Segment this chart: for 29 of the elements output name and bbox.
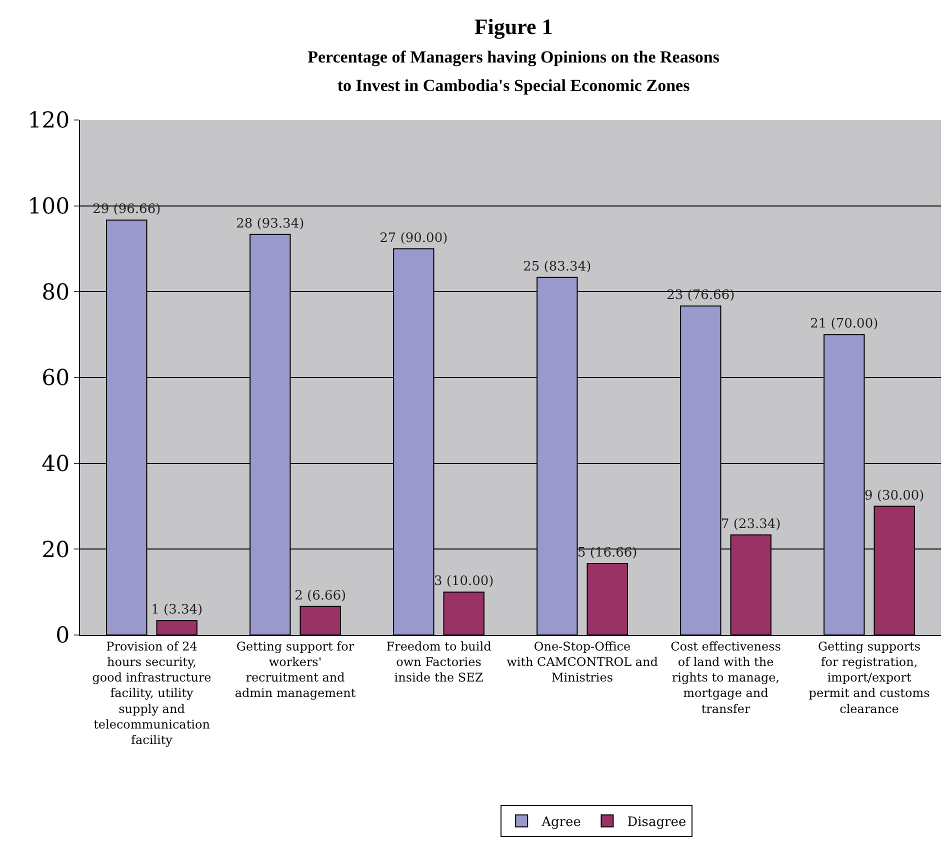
y-tick-label: 40	[42, 452, 70, 478]
data-label: 21 (70.00)	[810, 316, 878, 332]
data-label: 29 (96.66)	[92, 202, 161, 218]
data-label: 7 (23.34)	[720, 516, 781, 532]
chart-title: Figure 1	[474, 14, 553, 39]
y-tick-label: 0	[56, 624, 70, 649]
legend-label: Disagree	[627, 814, 686, 830]
data-label: 23 (76.66)	[666, 288, 735, 303]
x-tick-label: Getting support for workers' recruitment and admin management	[234, 639, 356, 700]
data-label: 5 (16.66)	[577, 546, 638, 560]
y-tick-label: 100	[28, 194, 70, 220]
x-tick-label: Cost effectiveness of land with the rights to manage, mortgage and transfer	[670, 639, 781, 716]
x-tick-label: Getting supports for registration, import/export permit and customs clearance	[808, 639, 930, 716]
data-label: 2 (6.66)	[294, 588, 346, 604]
x-tick-label: Provision of 24 hours security, good infrastructure facility, utility supply and telecommunication facility	[92, 639, 212, 747]
data-label: 3 (10.00)	[434, 574, 494, 590]
x-tick-label: One-Stop-Office with CAMCONTROL and Ministries	[506, 639, 658, 685]
data-label: 9 (30.00)	[864, 488, 924, 504]
y-tick-label: 120	[28, 108, 70, 134]
data-label: 28 (93.34)	[236, 216, 304, 232]
y-tick-label: 60	[42, 366, 70, 392]
y-tick-label: 80	[42, 280, 70, 306]
data-label: 27 (90.00)	[380, 230, 448, 246]
x-tick-label: Freedom to build own Factories inside the SEZ	[386, 639, 492, 685]
data-label: 1 (3.34)	[151, 602, 203, 618]
y-tick-label: 20	[42, 538, 70, 563]
data-label: 25 (83.34)	[523, 259, 592, 274]
legend-label: Agree	[540, 814, 582, 830]
chart-subtitle: Percentage of Managers having Opinions on the Reasons to Invest in Cambodia's Special Economic Zones	[308, 47, 720, 96]
